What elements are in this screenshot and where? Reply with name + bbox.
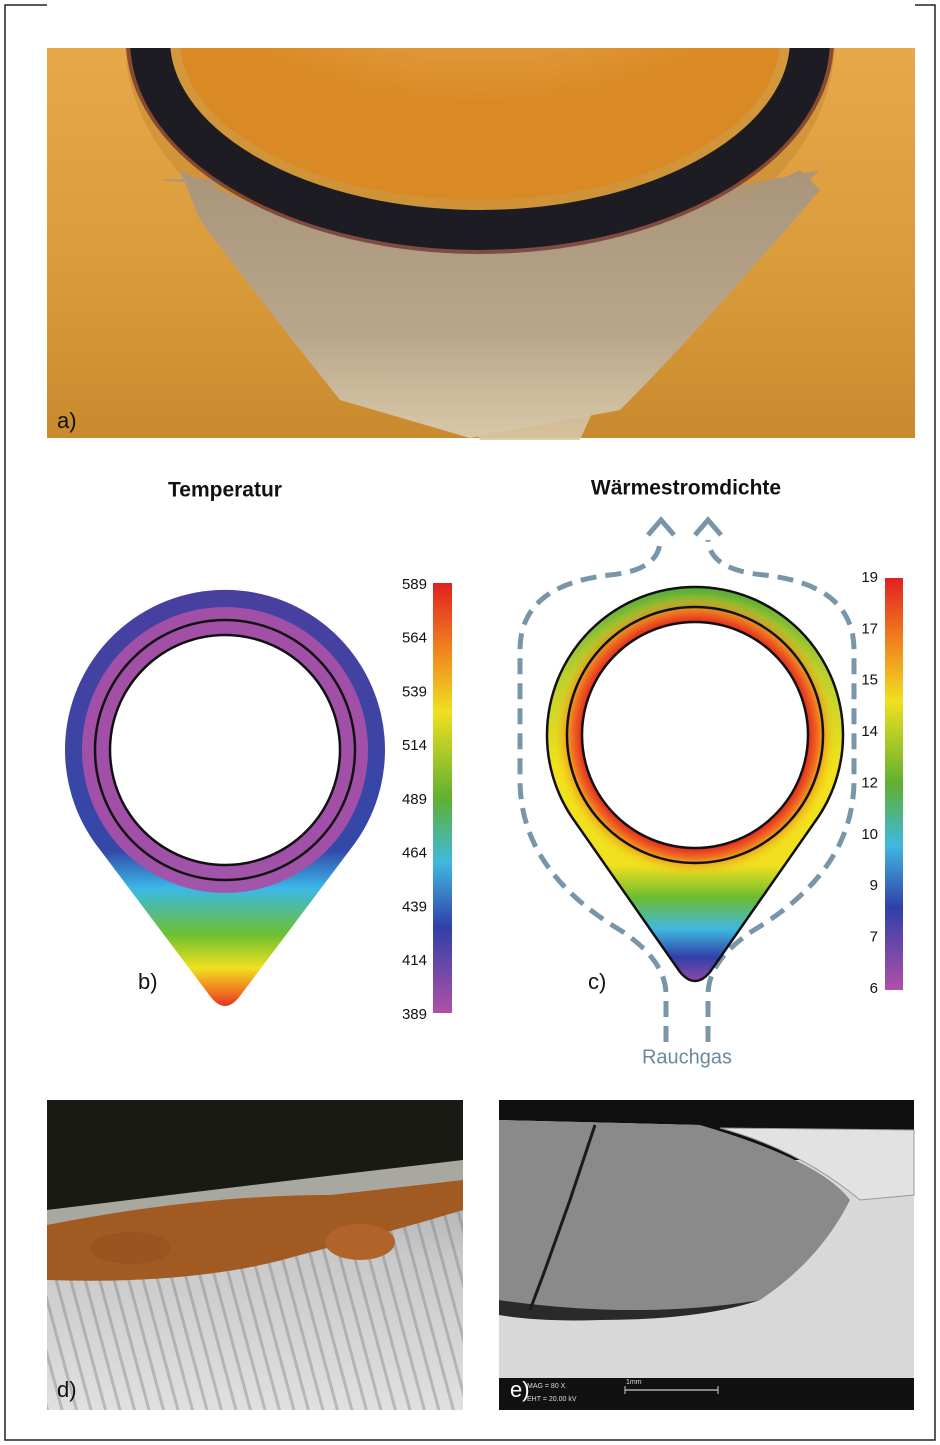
panel-label: e) [510,1377,530,1402]
colorbar-tick-label: 489 [402,791,427,808]
panel-label: b) [138,969,158,994]
panel-label: a) [57,408,77,433]
photo-a [47,0,915,440]
temperature-diagram [65,590,385,1006]
colorbar-tick-label: 7 [870,929,878,946]
colorbar-ticks: 19 17 15 14 12 10 9 7 6 [861,569,878,997]
colorbar-tick-label: 414 [402,952,427,969]
colorbar-tick-label: 14 [861,723,878,740]
colorbar-ticks: 589 564 539 514 489 464 439 414 389 [402,576,427,1023]
colorbar [433,583,452,1013]
heat-flux-diagram [547,587,843,981]
colorbar-tick-label: 439 [402,898,427,915]
flow-label: Rauchgas [642,1046,732,1068]
scale-label: 1mm [626,1379,642,1386]
colorbar [885,578,903,990]
photo-d [47,1100,463,1410]
panel-title: Wärmestromdichte [591,477,781,500]
colorbar-tick-label: 464 [402,845,427,862]
colorbar-tick-label: 389 [402,1006,427,1023]
colorbar-tick-label: 6 [870,980,878,997]
colorbar-tick-label: 19 [861,569,878,586]
colorbar-tick-label: 17 [861,620,878,637]
colorbar-tick-label: 9 [870,877,878,894]
sem-info: MAG = 80 X [527,1383,566,1390]
colorbar-tick-label: 589 [402,576,427,593]
figure: a) Temperatur b) 589 564 539 514 489 464 439 41… [0,0,940,1445]
panel-label: d) [57,1377,77,1402]
sem-info: EHT = 20.00 kV [527,1396,577,1403]
colorbar-tick-label: 564 [402,630,427,647]
colorbar-tick-label: 539 [402,683,427,700]
photo-e [499,1100,914,1410]
colorbar-tick-label: 514 [402,737,427,754]
arrow-heads [648,520,721,535]
panel-label: c) [588,969,606,994]
colorbar-tick-label: 10 [861,826,878,843]
colorbar-tick-label: 15 [861,672,878,689]
panel-title: Temperatur [168,479,282,502]
colorbar-tick-label: 12 [861,774,878,791]
